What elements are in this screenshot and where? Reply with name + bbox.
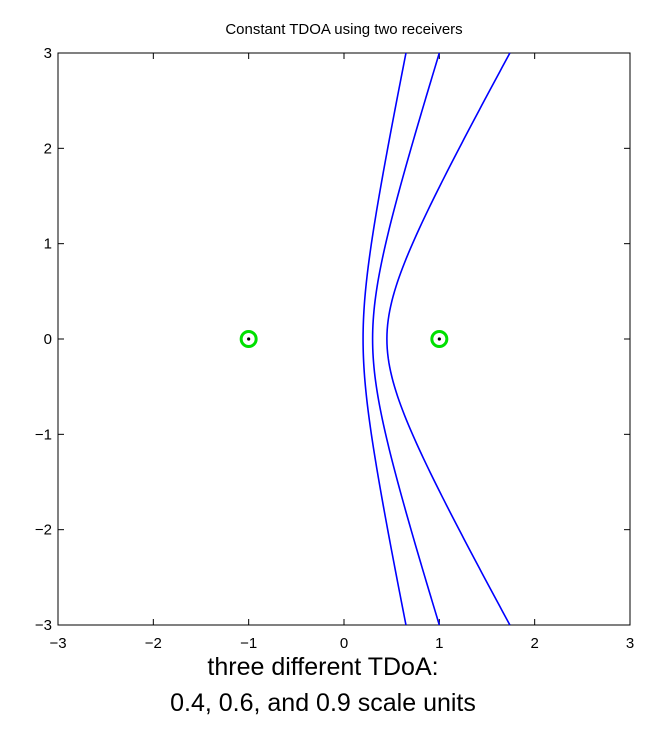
x-tick-label: −1 (240, 635, 257, 651)
tdoa-chart: Constant TDOA using two receivers −3 −2 −1… (35, 21, 634, 651)
receivers (239, 330, 449, 348)
tdoa-curve-3 (386, 52, 511, 626)
y-tick-label: −2 (35, 522, 52, 539)
x-tick-label: 2 (530, 635, 538, 651)
receiver-marker-1 (239, 330, 258, 348)
y-tick-label: 3 (44, 45, 52, 62)
y-tick-label: 0 (44, 331, 52, 348)
caption-line-1: three different TDoA: (207, 653, 439, 681)
x-tick-label: −2 (145, 635, 162, 651)
x-tick-label: −3 (49, 635, 66, 651)
hyperbola-curves (362, 52, 511, 626)
x-tick-label: 1 (435, 635, 443, 651)
tdoa-curve-1 (362, 52, 407, 626)
x-tick-label: 3 (626, 635, 634, 651)
chart-title: Constant TDOA using two receivers (225, 21, 462, 38)
caption-line-2: 0.4, 0.6, and 0.9 scale units (170, 689, 476, 717)
receiver-marker-2 (430, 330, 449, 348)
plot-frame (57, 52, 631, 626)
y-tick-label: −1 (35, 426, 52, 443)
y-tick-label: −3 (35, 617, 52, 634)
tdoa-curve-2 (371, 52, 441, 626)
y-tick-label: 1 (44, 236, 52, 253)
x-tick-label: 0 (340, 635, 348, 651)
y-tick-label: 2 (44, 140, 52, 157)
axis-ticks: −3 −2 −1 0 1 2 3 −3 −2 −1 0 1 2 3 (35, 45, 634, 651)
